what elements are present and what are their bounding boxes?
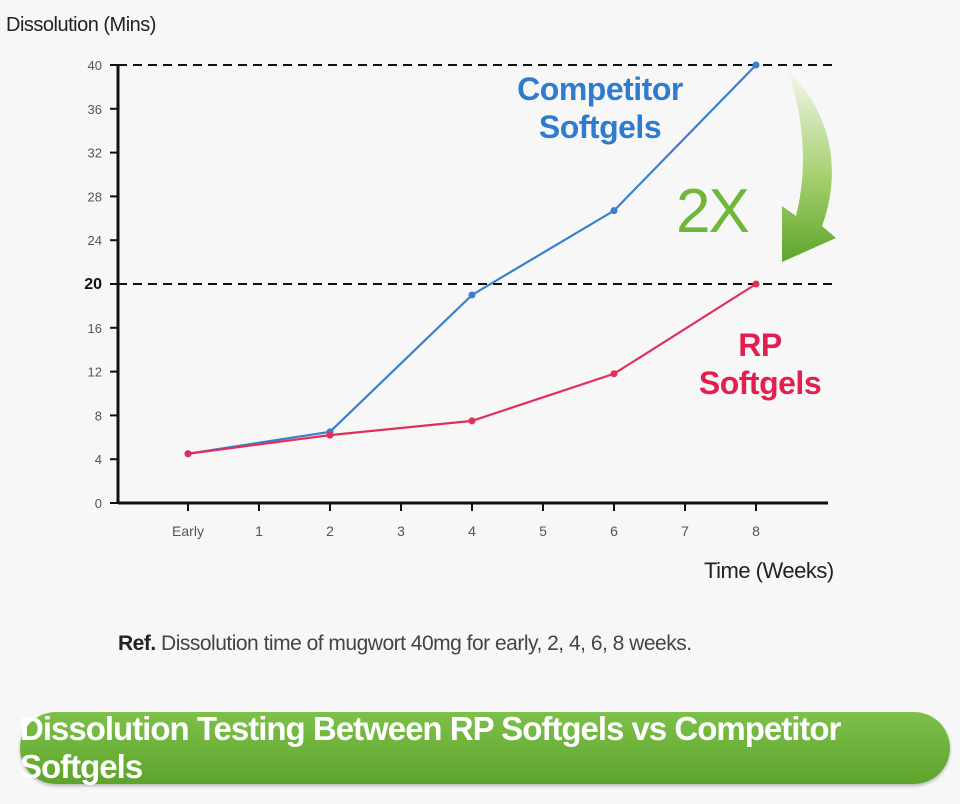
y-tick-label: 28	[88, 189, 102, 204]
reference-text: Dissolution time of mugwort 40mg for ear…	[155, 632, 692, 655]
x-tick-label: 2	[326, 523, 334, 539]
y-tick-label: 36	[88, 102, 102, 117]
data-point-1	[326, 431, 334, 439]
x-tick-label: 7	[681, 523, 689, 539]
y-tick-label: 4	[95, 452, 102, 467]
competitor-label-line1: Competitor	[517, 71, 683, 107]
data-point-0	[610, 207, 618, 215]
data-point-1	[468, 417, 476, 425]
x-axis-label: Time (Weeks)	[704, 558, 834, 583]
y-tick-label: 12	[88, 365, 102, 380]
data-point-1	[752, 280, 760, 288]
x-tick-label: 8	[752, 523, 760, 539]
series-line-1	[187, 283, 757, 455]
x-tick-label: 5	[539, 523, 547, 539]
y-tick-label: 24	[88, 233, 102, 248]
x-tick-label: 3	[397, 523, 405, 539]
two-x-annotation: 2X	[676, 177, 750, 246]
y-axis-label: Dissolution (Mins)	[6, 14, 156, 36]
data-point-1	[184, 450, 192, 458]
title-banner: Dissolution Testing Between RP Softgels …	[20, 710, 950, 785]
competitor-label-line2: Softgels	[538, 109, 662, 145]
x-tick-label: 4	[468, 523, 476, 539]
data-point-0	[468, 291, 476, 299]
data-point-0	[752, 61, 760, 69]
x-tick-label: Early	[172, 523, 204, 539]
data-point-1	[610, 370, 618, 378]
x-tick-label: 1	[255, 523, 263, 539]
curved-arrow-icon	[782, 72, 836, 262]
reference-prefix: Ref.	[118, 632, 156, 655]
rp-series-label: RP Softgels	[680, 326, 840, 402]
y-tick-label: 40	[88, 58, 102, 73]
y-tick-label: 32	[88, 146, 102, 161]
banner-title: Dissolution Testing Between RP Softgels …	[20, 710, 841, 785]
competitor-series-label: Competitor Softgels	[500, 70, 700, 146]
x-tick-label: 6	[610, 523, 618, 539]
y-tick-label: 8	[95, 408, 102, 423]
reference-note: Ref. Dissolution time of mugwort 40mg fo…	[118, 632, 692, 656]
rp-label-line1: RP	[738, 327, 782, 363]
y-tick-label: 16	[88, 321, 102, 336]
y-tick-label: 0	[95, 496, 102, 511]
rp-label-line2: Softgels	[698, 365, 822, 401]
y-tick-label: 20	[84, 276, 102, 293]
